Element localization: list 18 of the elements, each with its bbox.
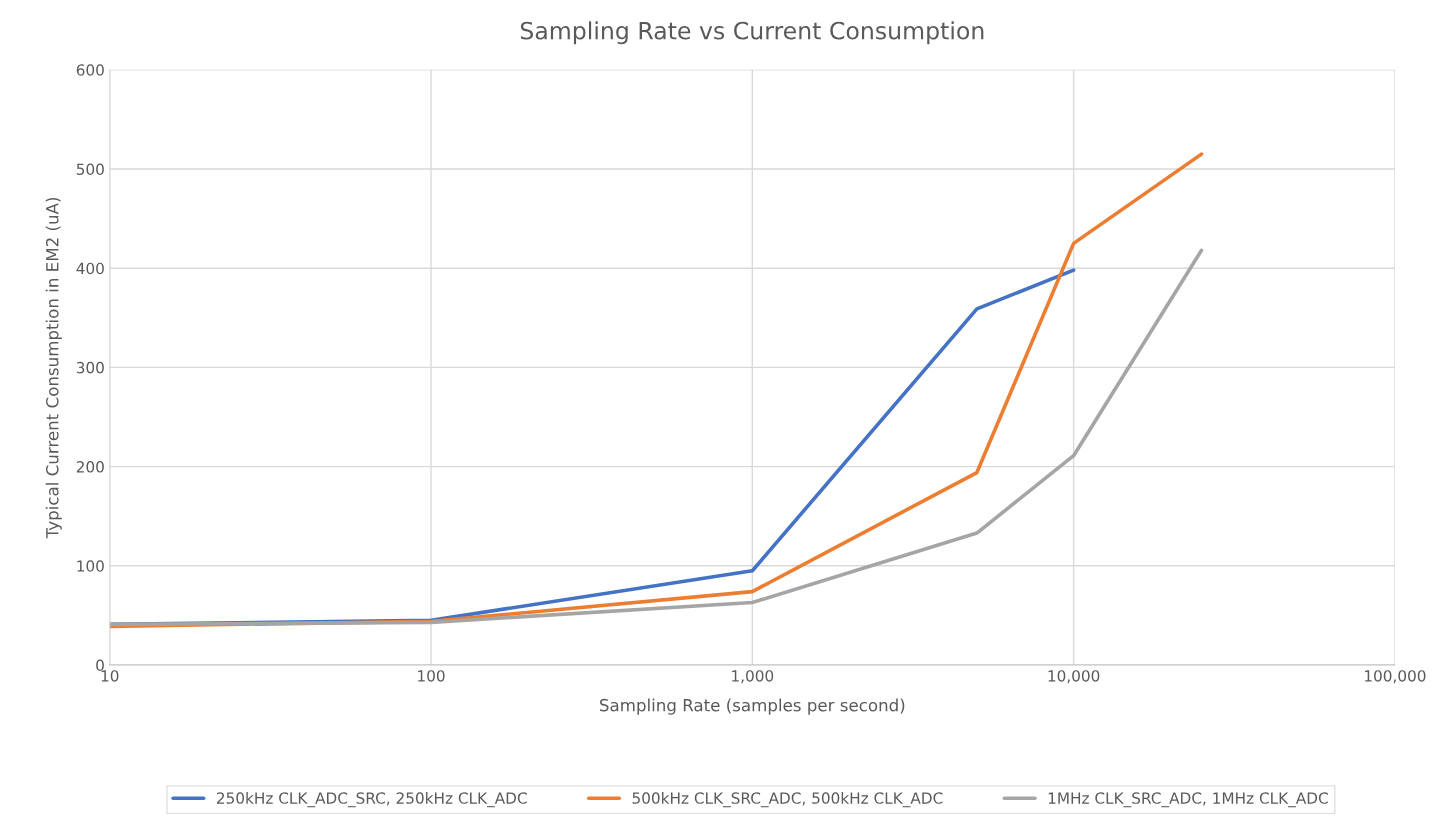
legend-label: 500kHz CLK_SRC_ADC, 500kHz CLK_ADC [632, 792, 943, 808]
y-tick-label: 400 [76, 262, 104, 275]
y-tick-label: 300 [76, 361, 104, 374]
chart-title: Sampling Rate vs Current Consumption [520, 21, 984, 45]
x-tick-label: 100 [418, 670, 445, 682]
x-tick-label: 10,000 [1048, 670, 1100, 684]
x-tick-label: 10 [101, 670, 119, 682]
x-tick-label: 1,000 [732, 670, 774, 684]
legend-label: 250kHz CLK_ADC_SRC, 250kHz CLK_ADC [216, 792, 527, 808]
x-tick-label: 100,000 [1364, 670, 1426, 684]
y-tick-label: 600 [76, 64, 104, 76]
y-tick-label: 200 [76, 461, 104, 473]
x-axis-title: Sampling Rate (samples per second) [600, 698, 905, 715]
y-tick-label: 100 [77, 560, 104, 572]
legend-label: 1MHz CLK_SRC_ADC, 1MHz CLK_ADC [1048, 792, 1328, 808]
y-axis-title: Typical Current Consumption in EM2 (uA) [45, 197, 62, 539]
y-tick-label: 500 [76, 163, 104, 176]
y-tick-label: 0 [96, 659, 104, 672]
